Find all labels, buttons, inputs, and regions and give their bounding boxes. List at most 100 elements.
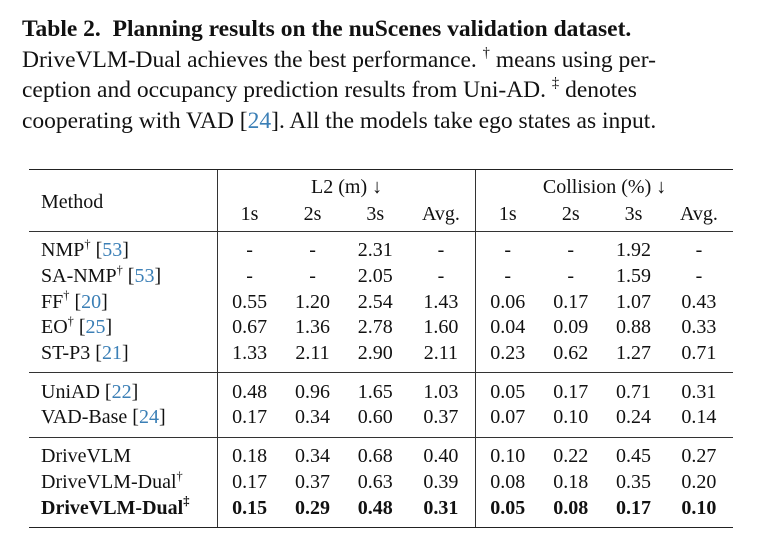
l2-value-cell: 2.11 bbox=[295, 342, 330, 365]
l2-value-cell: 0.29 bbox=[281, 495, 344, 528]
method-name: DriveVLM bbox=[41, 445, 131, 468]
header-row-subcols: 1s 2s 3s Avg. 1s 2s 3s Avg. bbox=[29, 201, 733, 232]
l2-value-cell: - bbox=[217, 263, 282, 290]
l2-value-cell: 2.78 bbox=[357, 316, 393, 339]
l2-value-cell: 1.43 bbox=[423, 290, 459, 313]
citation-link[interactable]: 21 bbox=[101, 342, 122, 365]
l2-value-cell: - bbox=[217, 230, 282, 264]
subcol-header: Avg. bbox=[421, 202, 460, 225]
citation-link[interactable]: 20 bbox=[81, 290, 102, 313]
l2-value-cell: 0.34 bbox=[281, 436, 344, 470]
l2-value-cell: 0.48 bbox=[343, 495, 407, 528]
method-cell: UniAD [22] bbox=[29, 372, 218, 406]
collision-value-cell: - bbox=[567, 265, 575, 288]
l2-value-cell: 0.55 bbox=[217, 289, 282, 316]
l2-value-cell: 0.31 bbox=[406, 495, 476, 528]
collision-value-cell: 0.27 bbox=[664, 436, 733, 470]
collision-value-cell: 0.20 bbox=[681, 470, 717, 493]
collision-value-cell: 0.24 bbox=[615, 406, 651, 429]
method-cell: SA-NMP† [53] bbox=[41, 262, 162, 288]
l2-value-cell: - bbox=[437, 265, 445, 288]
caption-text: denotes bbox=[565, 77, 637, 103]
collision-value-cell: 0.71 bbox=[681, 342, 717, 365]
subcol-header: Avg. bbox=[679, 202, 718, 225]
table-row: EO† [25] 0.67 1.36 2.78 1.60 0.04 0.09 0.88 0.33 bbox=[29, 315, 733, 341]
table-caption: Table 2. Planning results on the nuScene… bbox=[22, 14, 738, 136]
method-cell: VAD-Base [24] bbox=[41, 406, 166, 429]
citation-link[interactable]: 24 bbox=[247, 107, 272, 134]
collision-value-cell: 0.09 bbox=[553, 316, 589, 339]
subcol-header: 2s bbox=[561, 202, 580, 225]
method-name: NMP bbox=[41, 239, 85, 262]
collision-value-cell: 0.62 bbox=[553, 342, 589, 365]
collision-value-cell: 0.10 bbox=[553, 406, 589, 429]
collision-value-cell: 0.04 bbox=[475, 315, 540, 341]
collision-value-cell: 0.45 bbox=[602, 436, 665, 470]
caption-title: Planning results on the nuScenes validat… bbox=[112, 16, 632, 42]
caption-text: DriveVLM-Dual achieves the best performa… bbox=[22, 46, 477, 73]
method-header: Method bbox=[29, 169, 218, 232]
l2-value-cell: 0.39 bbox=[423, 470, 459, 493]
collision-value-cell: 0.17 bbox=[553, 290, 589, 313]
collision-value-cell: 0.17 bbox=[539, 372, 603, 406]
collision-value-cell: - bbox=[539, 230, 603, 264]
method-superscript: † bbox=[116, 262, 123, 277]
collision-value-cell: 0.07 bbox=[475, 405, 540, 438]
method-cell: DriveVLM-Dual‡ bbox=[29, 494, 218, 528]
method-superscript: † bbox=[67, 314, 74, 329]
l2-value-cell: 0.40 bbox=[406, 436, 476, 470]
caption-text: means using per- bbox=[495, 46, 656, 73]
l2-value-cell: 0.17 bbox=[217, 405, 282, 438]
caption-text: ]. All the models take ego states as inp… bbox=[271, 107, 657, 134]
collision-value-cell: 1.07 bbox=[615, 290, 651, 313]
citation-link[interactable]: 25 bbox=[85, 316, 106, 339]
method-name: ST-P3 bbox=[41, 342, 91, 365]
subcol-header: 1s bbox=[475, 201, 540, 232]
citation-link[interactable]: 53 bbox=[102, 239, 123, 262]
caption-text: ception and occupancy prediction results… bbox=[22, 77, 547, 103]
table-row: UniAD [22] 0.48 0.96 1.65 1.03 0.05 0.17 0.71 0.… bbox=[29, 372, 733, 406]
caption-text: cooperating with VAD [ bbox=[22, 107, 248, 134]
table-row: DriveVLM-Dual‡ 0.15 0.29 0.48 0.31 0.05 0.08 0.… bbox=[29, 494, 733, 528]
collision-value-cell: 0.05 bbox=[475, 495, 540, 528]
collision-value-cell: 0.18 bbox=[553, 470, 589, 493]
collision-value-cell: 0.35 bbox=[615, 470, 651, 493]
l2-value-cell: 1.36 bbox=[295, 316, 331, 339]
method-cell: ST-P3 [21] bbox=[41, 342, 129, 365]
l2-value-cell: 0.18 bbox=[217, 436, 282, 470]
method-name: EO bbox=[41, 316, 68, 339]
collision-value-cell: 0.08 bbox=[475, 469, 540, 496]
l2-value-cell: 2.54 bbox=[357, 290, 393, 313]
l2-value-cell: 0.67 bbox=[217, 315, 282, 341]
l2-value-cell: 1.65 bbox=[343, 372, 407, 406]
citation-link[interactable]: 53 bbox=[134, 265, 155, 288]
collision-value-cell: 0.06 bbox=[475, 289, 540, 316]
l2-value-cell: 0.48 bbox=[217, 372, 282, 406]
collision-value-cell: 0.33 bbox=[681, 316, 717, 339]
l2-value-cell: 1.33 bbox=[217, 340, 282, 373]
caption-label: Table 2. bbox=[22, 16, 101, 42]
citation-link[interactable]: 24 bbox=[138, 406, 159, 429]
l2-value-cell: 2.05 bbox=[357, 265, 393, 288]
citation-link[interactable]: 22 bbox=[111, 380, 132, 403]
method-name: DriveVLM-Dual bbox=[41, 470, 177, 493]
collision-value-cell: - bbox=[475, 263, 540, 290]
header-row-groups: Method L2 (m) ↓ Collision (%) ↓ bbox=[29, 169, 733, 232]
collision-value-cell: 1.27 bbox=[615, 342, 651, 365]
method-cell: DriveVLM bbox=[29, 436, 218, 470]
subcol-header: 3s bbox=[624, 202, 643, 225]
subcol-header: 3s bbox=[366, 202, 385, 225]
l2-group-header: L2 (m) ↓ bbox=[216, 169, 476, 201]
collision-value-cell: - bbox=[664, 230, 733, 264]
method-name: DriveVLM-Dual bbox=[41, 496, 184, 519]
planning-results-table: Method L2 (m) ↓ Collision (%) ↓ 1s 2s 3s… bbox=[29, 169, 733, 528]
method-superscript: ‡ bbox=[183, 494, 190, 509]
collision-value-cell: 0.10 bbox=[475, 436, 540, 470]
collision-group-header: Collision (%) ↓ bbox=[475, 169, 733, 201]
table-row: DriveVLM-Dual† 0.17 0.37 0.63 0.39 0.08 0.18 0.… bbox=[29, 469, 733, 496]
collision-value-cell: 0.17 bbox=[602, 495, 665, 528]
table-row: FF† [20] 0.55 1.20 2.54 1.43 0.06 0.17 1.07 0.43 bbox=[29, 289, 733, 316]
collision-value-cell: 0.23 bbox=[475, 340, 540, 373]
collision-value-cell: 0.88 bbox=[615, 316, 651, 339]
l2-value-cell: - bbox=[406, 230, 476, 264]
